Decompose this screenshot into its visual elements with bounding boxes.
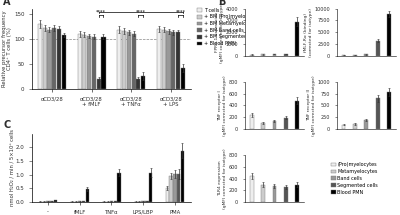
- Text: A: A: [4, 0, 11, 7]
- Bar: [62, 35, 66, 89]
- Bar: [86, 189, 89, 202]
- Bar: [181, 151, 184, 202]
- Bar: [364, 120, 368, 129]
- Bar: [70, 201, 74, 202]
- Bar: [169, 176, 173, 202]
- Bar: [127, 32, 131, 89]
- Bar: [117, 173, 121, 202]
- Bar: [57, 29, 61, 89]
- Bar: [136, 79, 140, 89]
- Bar: [295, 185, 299, 202]
- Bar: [166, 188, 169, 202]
- Bar: [261, 185, 265, 202]
- Bar: [272, 186, 276, 202]
- Bar: [50, 201, 53, 202]
- Bar: [42, 201, 46, 202]
- Bar: [387, 92, 391, 129]
- Bar: [52, 28, 56, 89]
- Bar: [387, 14, 391, 56]
- Bar: [272, 121, 276, 129]
- Bar: [43, 28, 47, 89]
- Y-axis label: TNF receptor II
(gMFI corrected for isotype): TNF receptor II (gMFI corrected for isot…: [307, 75, 316, 136]
- Legend: (Pro)myelocytes, Metamyelocytes, Band cells, Segmented cells, Blood PMN: (Pro)myelocytes, Metamyelocytes, Band ce…: [330, 162, 378, 195]
- Bar: [250, 176, 254, 202]
- Bar: [364, 54, 368, 56]
- Bar: [250, 115, 254, 129]
- Text: B: B: [218, 0, 226, 7]
- Text: ****: ****: [176, 9, 186, 14]
- Bar: [149, 173, 152, 202]
- Bar: [176, 32, 180, 89]
- Bar: [82, 35, 86, 89]
- Bar: [295, 22, 299, 56]
- Y-axis label: Relative precursor frequency
CD4⁺ T cells (%): Relative precursor frequency CD4⁺ T cell…: [2, 11, 12, 87]
- Bar: [157, 29, 161, 89]
- Bar: [376, 98, 380, 129]
- Bar: [145, 201, 149, 202]
- Bar: [141, 76, 145, 89]
- Bar: [284, 54, 288, 56]
- Bar: [101, 37, 106, 89]
- Y-axis label: nmol H₂O₂ / min / 5×10⁶ cells: nmol H₂O₂ / min / 5×10⁶ cells: [9, 129, 14, 206]
- Bar: [272, 54, 276, 56]
- Text: ****: ****: [96, 9, 106, 14]
- Bar: [38, 24, 42, 89]
- Bar: [38, 201, 42, 202]
- Bar: [117, 30, 122, 89]
- Bar: [166, 31, 171, 89]
- Text: C: C: [4, 120, 11, 130]
- Y-axis label: FPRS-1 expression
(gMFI corrected for isotype): FPRS-1 expression (gMFI corrected for is…: [215, 2, 224, 63]
- Bar: [138, 201, 141, 202]
- Bar: [177, 174, 180, 202]
- Bar: [46, 201, 50, 202]
- Y-axis label: TLR4 expression
(gMFI corrected for isotype): TLR4 expression (gMFI corrected for isot…: [218, 148, 227, 209]
- Bar: [78, 201, 81, 202]
- Y-axis label: TNF receptor I
(gMFI corrected for isotype): TNF receptor I (gMFI corrected for isoty…: [218, 75, 227, 136]
- Bar: [342, 125, 346, 129]
- Bar: [92, 37, 96, 89]
- Bar: [106, 201, 109, 202]
- Y-axis label: fMLF-Rα (binding)
(corrected for isotype): fMLF-Rα (binding) (corrected for isotype…: [304, 8, 313, 57]
- Bar: [173, 174, 176, 202]
- Bar: [132, 34, 136, 89]
- Bar: [54, 200, 57, 202]
- Bar: [284, 118, 288, 129]
- Bar: [181, 68, 185, 89]
- Bar: [353, 55, 357, 56]
- Bar: [102, 201, 106, 202]
- Bar: [353, 124, 357, 129]
- Text: ****: ****: [136, 9, 146, 14]
- Bar: [96, 79, 101, 89]
- Legend: T cells, + BM (Pro)myelocytes, + BM Metamyelocytes, + BM Band cells, + BM Segmen: T cells, + BM (Pro)myelocytes, + BM Meta…: [197, 7, 260, 47]
- Bar: [295, 101, 299, 129]
- Bar: [342, 55, 346, 56]
- Bar: [376, 41, 380, 56]
- Bar: [110, 201, 113, 202]
- Bar: [122, 31, 126, 89]
- Bar: [74, 201, 78, 202]
- Bar: [87, 36, 91, 89]
- Bar: [261, 123, 265, 129]
- Bar: [47, 30, 52, 89]
- Bar: [142, 201, 145, 202]
- Bar: [162, 30, 166, 89]
- Bar: [134, 201, 137, 202]
- Bar: [82, 201, 85, 202]
- Bar: [114, 201, 117, 202]
- Bar: [284, 187, 288, 202]
- Bar: [250, 55, 254, 56]
- Bar: [78, 34, 82, 89]
- Bar: [171, 32, 175, 89]
- Bar: [261, 54, 265, 56]
